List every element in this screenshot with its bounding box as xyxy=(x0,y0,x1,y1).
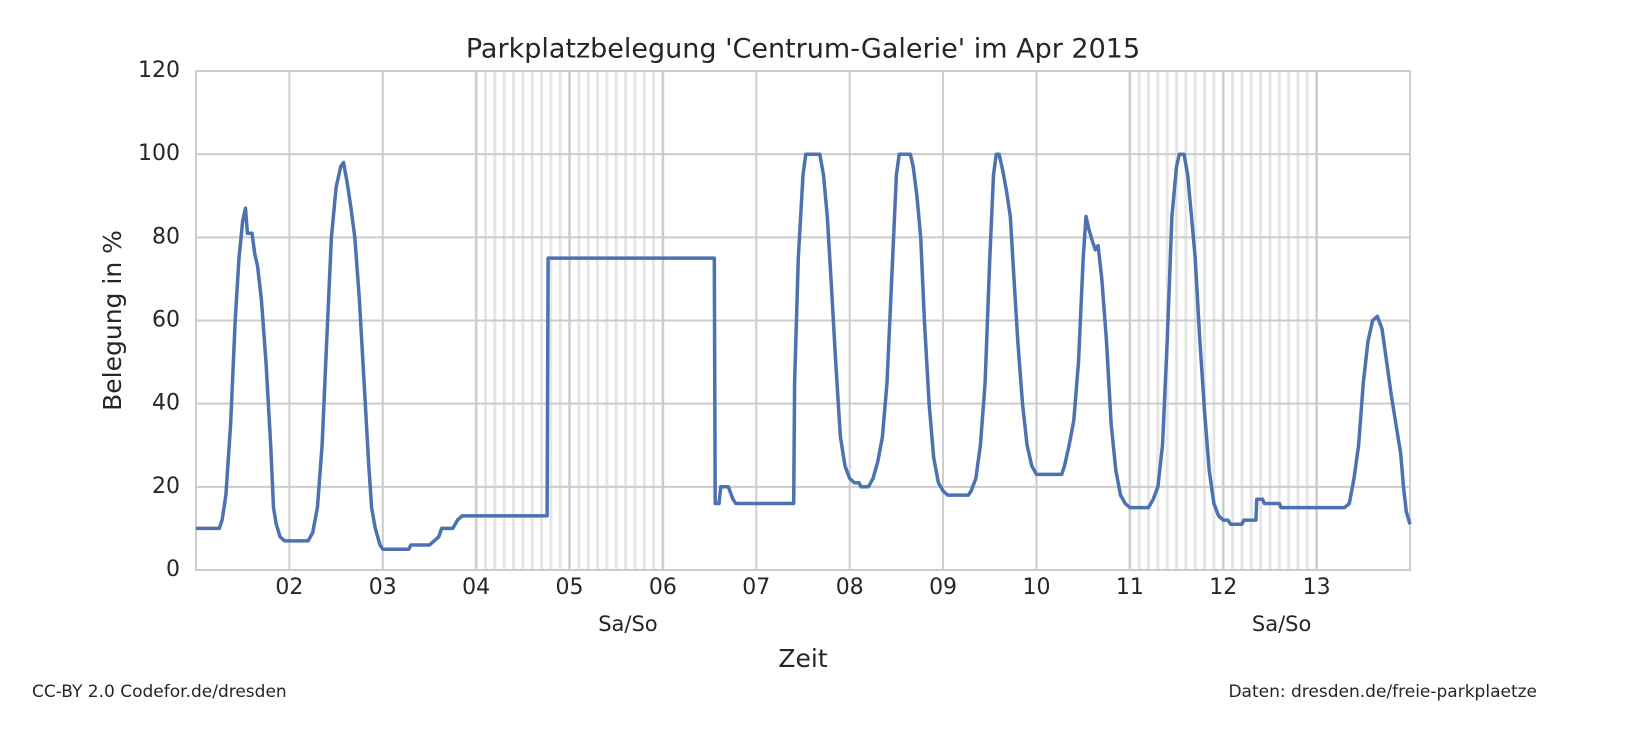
y-tick-label: 20 xyxy=(152,474,180,499)
y-tick-label: 60 xyxy=(152,308,180,333)
y-tick-label: 0 xyxy=(166,557,180,582)
x-axis-label: Zeit xyxy=(778,644,827,673)
y-tick-label: 120 xyxy=(138,58,180,83)
y-tick-label: 40 xyxy=(152,391,180,416)
weekend-label: Sa/So xyxy=(598,612,657,636)
y-tick-label: 80 xyxy=(152,224,180,249)
y-axis-label: Belegung in % xyxy=(98,230,127,411)
x-tick-label: 12 xyxy=(1209,575,1237,600)
x-tick-label: 07 xyxy=(742,575,770,600)
x-tick-label: 03 xyxy=(369,575,397,600)
x-tick-label: 13 xyxy=(1303,575,1331,600)
data-line xyxy=(196,152,1412,551)
x-tick-label: 08 xyxy=(836,575,864,600)
y-tick-label: 100 xyxy=(138,141,180,166)
x-tick-label: 10 xyxy=(1022,575,1050,600)
footer-right: Daten: dresden.de/freie-parkplaetze xyxy=(1228,682,1537,702)
x-tick-label: 06 xyxy=(649,575,677,600)
x-tick-label: 11 xyxy=(1116,575,1144,600)
x-tick-label: 05 xyxy=(556,575,584,600)
x-tick-label: 04 xyxy=(462,575,490,600)
chart-title: Parkplatzbelegung 'Centrum-Galerie' im A… xyxy=(466,34,1140,65)
footer-left: CC-BY 2.0 Codefor.de/dresden xyxy=(32,682,287,702)
x-tick-label: 02 xyxy=(275,575,303,600)
plot-frame xyxy=(195,70,1411,571)
weekend-label: Sa/So xyxy=(1252,612,1311,636)
x-tick-label: 09 xyxy=(929,575,957,600)
